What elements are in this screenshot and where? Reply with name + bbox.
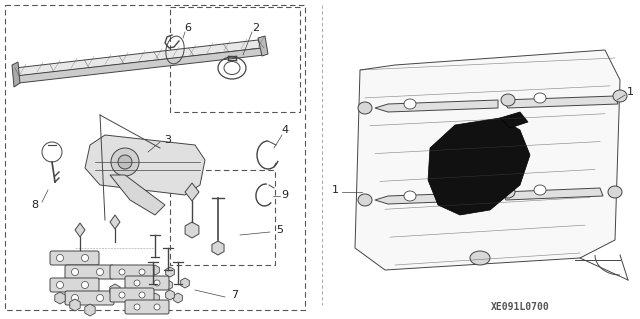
Circle shape: [56, 281, 63, 288]
Circle shape: [139, 292, 145, 298]
Circle shape: [134, 304, 140, 310]
Ellipse shape: [358, 194, 372, 206]
Ellipse shape: [501, 186, 515, 198]
Ellipse shape: [534, 93, 546, 103]
Circle shape: [81, 255, 88, 262]
Polygon shape: [110, 215, 120, 229]
Circle shape: [154, 304, 160, 310]
Text: 1: 1: [627, 87, 634, 97]
Polygon shape: [15, 48, 264, 83]
Text: 2: 2: [252, 23, 260, 33]
Circle shape: [119, 292, 125, 298]
Polygon shape: [375, 192, 498, 204]
Polygon shape: [258, 36, 268, 56]
FancyBboxPatch shape: [50, 278, 99, 292]
Text: 3: 3: [164, 135, 172, 145]
Polygon shape: [15, 40, 262, 76]
Circle shape: [97, 269, 104, 276]
Polygon shape: [375, 100, 498, 112]
Text: 6: 6: [184, 23, 191, 33]
Ellipse shape: [358, 102, 372, 114]
FancyBboxPatch shape: [65, 291, 114, 305]
Circle shape: [134, 280, 140, 286]
FancyBboxPatch shape: [65, 265, 114, 279]
FancyBboxPatch shape: [110, 265, 154, 279]
Circle shape: [111, 148, 139, 176]
FancyBboxPatch shape: [125, 276, 169, 290]
Polygon shape: [428, 118, 530, 215]
FancyBboxPatch shape: [50, 251, 99, 265]
Circle shape: [97, 294, 104, 301]
Ellipse shape: [404, 99, 416, 109]
Polygon shape: [12, 62, 20, 87]
Polygon shape: [85, 135, 205, 195]
Circle shape: [119, 269, 125, 275]
FancyBboxPatch shape: [125, 300, 169, 314]
Circle shape: [72, 294, 79, 301]
Ellipse shape: [470, 251, 490, 265]
Ellipse shape: [613, 90, 627, 102]
Polygon shape: [500, 112, 528, 128]
Ellipse shape: [404, 191, 416, 201]
Polygon shape: [75, 223, 85, 237]
Polygon shape: [502, 96, 618, 108]
Text: XE091L0700: XE091L0700: [491, 302, 549, 312]
Ellipse shape: [534, 185, 546, 195]
Text: 7: 7: [232, 290, 239, 300]
Bar: [170, 170, 275, 265]
Circle shape: [118, 155, 132, 169]
Circle shape: [81, 281, 88, 288]
Circle shape: [72, 269, 79, 276]
Bar: [170, 7, 300, 112]
Polygon shape: [502, 188, 603, 200]
Polygon shape: [185, 183, 199, 201]
Text: 9: 9: [282, 190, 289, 200]
Text: 8: 8: [31, 200, 38, 210]
Ellipse shape: [608, 186, 622, 198]
Text: 5: 5: [276, 225, 284, 235]
Polygon shape: [110, 175, 165, 215]
Text: 4: 4: [282, 125, 289, 135]
Circle shape: [139, 269, 145, 275]
Bar: [5, 5, 305, 310]
Polygon shape: [355, 50, 620, 270]
Ellipse shape: [501, 94, 515, 106]
FancyBboxPatch shape: [110, 288, 154, 302]
Circle shape: [154, 280, 160, 286]
Text: 1: 1: [332, 185, 339, 195]
Circle shape: [56, 255, 63, 262]
